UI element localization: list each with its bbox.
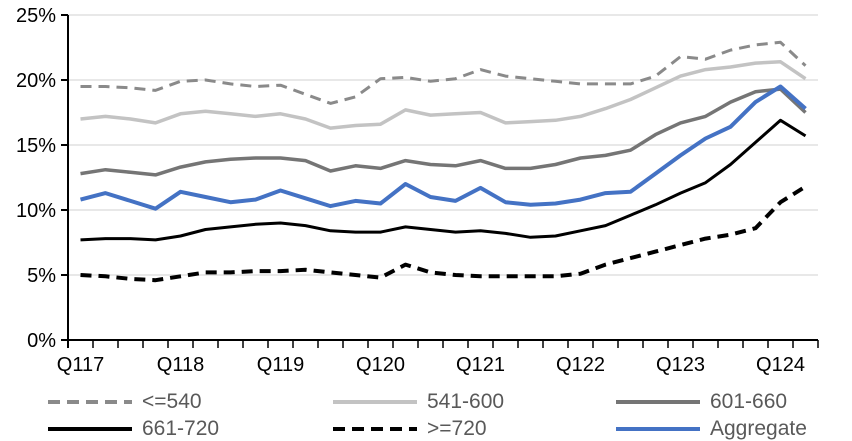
legend-line-sample xyxy=(616,426,700,431)
x-axis-label: Q121 xyxy=(456,354,505,376)
series-line-720 xyxy=(80,184,807,283)
y-axis-label: 15% xyxy=(16,135,56,157)
chart-canvas: 0% 5% 10% 15% 20% 25% Q117 Q118 Q119 Q120 Q121 Q122… xyxy=(16,5,819,376)
y-axis-label: 10% xyxy=(16,200,56,222)
legend-item-661720: 661-720 xyxy=(48,415,219,441)
legend-label: Aggregate xyxy=(710,416,807,440)
series-line-541600 xyxy=(80,60,807,130)
legend-item-541600: 541-600 xyxy=(333,388,504,415)
legend-line-sample xyxy=(333,399,417,404)
legend-label: 601-660 xyxy=(710,389,788,413)
x-axis-label: Q120 xyxy=(356,354,405,376)
x-axis-label: Q122 xyxy=(556,354,605,376)
x-axis-label: Q119 xyxy=(257,354,304,376)
x-axis-label: Q117 xyxy=(57,354,104,376)
legend-line-sample xyxy=(48,426,132,431)
legend-label: 541-600 xyxy=(427,389,505,413)
x-axis-label: Q123 xyxy=(656,354,705,376)
y-axis-label: 20% xyxy=(16,70,56,92)
legend-item-720: >=720 xyxy=(333,415,487,441)
y-axis-label: 25% xyxy=(16,5,56,27)
legend-line-sample xyxy=(616,399,700,404)
x-axis-label: Q118 xyxy=(157,354,204,376)
legend-row-1: <=540 541-600 601-660 xyxy=(0,388,852,415)
legend-item-601660: 601-660 xyxy=(616,388,787,415)
legend-item-Aggregate: Aggregate xyxy=(616,415,807,441)
series-line-Aggregate xyxy=(79,84,807,211)
legend-label: >=720 xyxy=(427,416,487,440)
series-line-601660 xyxy=(80,87,807,177)
legend-label: 661-720 xyxy=(142,416,220,440)
legend-row-2: 661-720 >=720 Aggregate xyxy=(0,415,852,441)
legend-item-540: <=540 xyxy=(48,388,202,415)
legend-line-sample xyxy=(333,426,417,431)
series-line-661720 xyxy=(80,118,807,242)
legend-line-sample xyxy=(48,399,132,404)
x-axis-label: Q124 xyxy=(756,354,805,376)
y-axis-label: 0% xyxy=(27,330,56,352)
y-axis-label: 5% xyxy=(27,265,56,287)
legend-label: <=540 xyxy=(142,389,202,413)
